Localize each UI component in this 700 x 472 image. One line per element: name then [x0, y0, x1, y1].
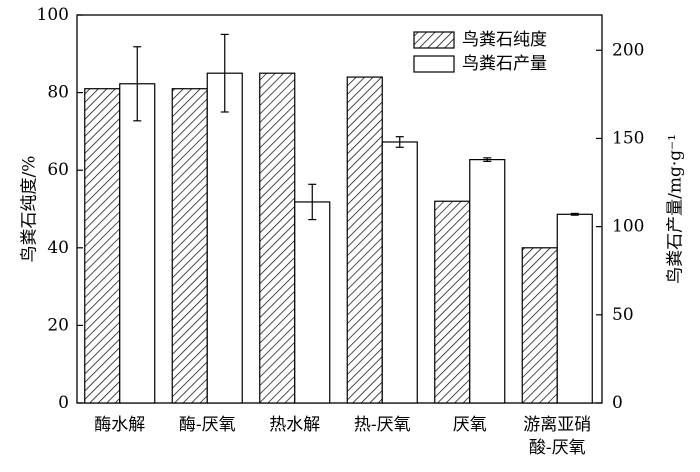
bar-purity — [521, 247, 558, 404]
bar-purity — [346, 76, 383, 404]
legend-label: 鸟粪石纯度 — [462, 30, 547, 50]
bar-yield — [294, 201, 331, 404]
y-axis-left-title: 鸟粪石纯度/% — [20, 156, 40, 263]
bars-group — [84, 72, 593, 404]
bar-yield — [469, 159, 506, 404]
plot-frame — [76, 14, 603, 404]
error-bars-group — [133, 33, 579, 221]
y-right-tick-label: 50 — [612, 305, 634, 325]
legend-label: 鸟粪石产量 — [462, 54, 547, 74]
y-left-tick-label: 0 — [58, 393, 69, 413]
left-axis: 0 20 40 60 80 100 — [37, 5, 83, 413]
y-right-tick-label: 100 — [612, 217, 644, 237]
x-category-label: 厌氧 — [453, 415, 487, 435]
y-left-tick-label: 20 — [47, 315, 69, 335]
x-category-label: 酸-厌氧 — [529, 438, 586, 458]
bar-purity — [84, 88, 121, 404]
y-right-tick-label: 200 — [612, 40, 644, 60]
y-axis-right-title: 鸟粪石产量/mg·g⁻¹ — [666, 134, 686, 284]
y-left-tick-label: 60 — [47, 160, 69, 180]
legend-swatch — [413, 55, 455, 73]
bar-yield — [119, 83, 156, 404]
y-left-tick-label: 100 — [37, 5, 69, 25]
y-right-tick-label: 0 — [612, 393, 623, 413]
bar-yield — [381, 141, 418, 404]
bar-purity — [259, 72, 296, 404]
x-category-label: 酶-厌氧 — [179, 415, 236, 435]
x-category-label: 酶水解 — [94, 415, 145, 435]
legend-swatch — [413, 31, 455, 49]
y-left-tick-label: 80 — [47, 83, 69, 103]
y-right-tick-label: 150 — [612, 128, 644, 148]
bar-purity — [434, 200, 471, 404]
right-axis: 0 50 100 150 200 — [596, 40, 644, 413]
x-category-label: 热水解 — [269, 415, 320, 435]
x-category-label: 热-厌氧 — [354, 415, 411, 435]
bar-yield — [206, 72, 243, 404]
bar-purity — [171, 88, 208, 404]
bar-yield — [556, 213, 593, 404]
y-left-tick-label: 40 — [47, 238, 69, 258]
x-category-label: 游离亚硝 — [523, 415, 591, 435]
